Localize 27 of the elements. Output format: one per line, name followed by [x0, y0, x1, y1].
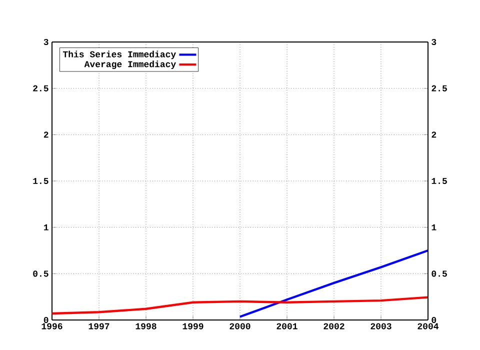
x-tick-label: 2001 [276, 323, 298, 330]
legend-label: This Series Immediacy [62, 50, 176, 60]
y2-tick-label: 3 [432, 38, 436, 46]
y2-tick-label: 1.5 [432, 178, 447, 184]
x-tick-label: 2002 [324, 323, 344, 330]
y-tick-label: 2 [44, 132, 48, 138]
y2-tick-label: 1 [432, 224, 436, 230]
x-tick-label: 1996 [42, 323, 62, 330]
x-tick-label: 2004 [418, 323, 439, 330]
y-tick-label: 3 [44, 38, 48, 46]
y-tick-label: 1 [44, 224, 48, 230]
y2-tick-label: 0 [432, 316, 436, 324]
x-tick-label: 2003 [370, 323, 392, 330]
y-tick-label: 0 [44, 316, 48, 324]
y-tick-label: 2.5 [33, 85, 48, 92]
legend-label: Average Immediacy [84, 60, 176, 70]
y2-tick-label: 0.5 [432, 270, 447, 277]
line-series [238, 249, 428, 318]
y2-tick-label: 2 [432, 132, 436, 138]
y2-tick-label: 2.5 [432, 85, 447, 92]
y-tick-label: 1.5 [33, 178, 48, 184]
y-tick-label: 0.5 [33, 270, 48, 277]
line-series [52, 296, 428, 315]
x-tick-label: 2000 [230, 323, 250, 330]
x-tick-label: 1998 [136, 323, 156, 330]
x-tick-label: 1997 [88, 323, 110, 330]
x-tick-label: 1999 [182, 323, 204, 330]
